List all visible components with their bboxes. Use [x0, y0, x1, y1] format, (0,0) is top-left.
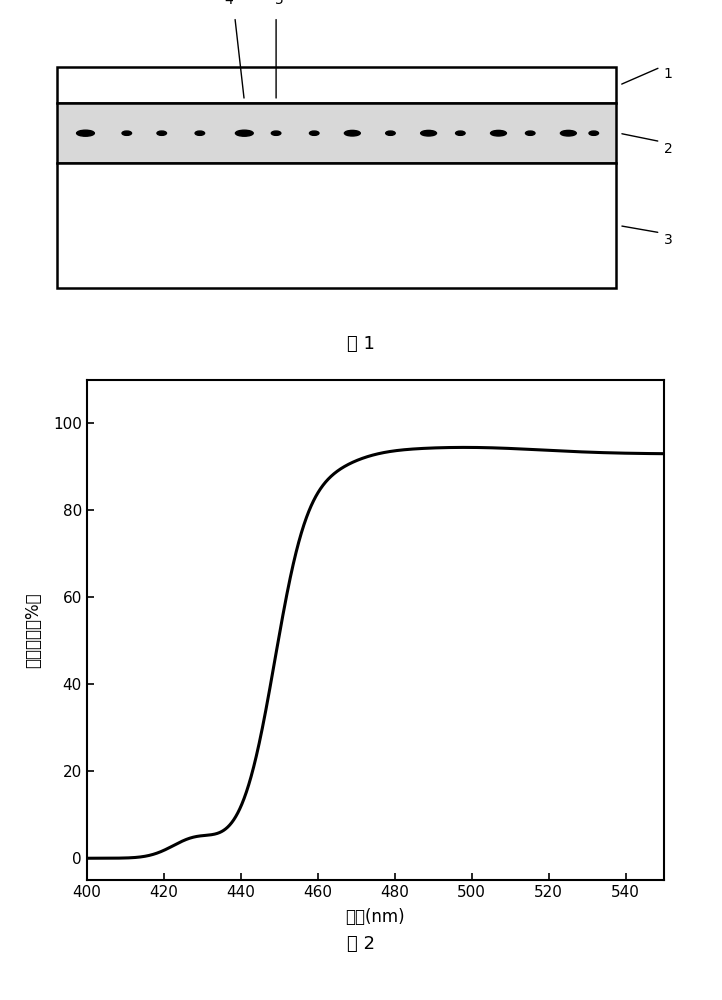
Ellipse shape	[421, 130, 437, 136]
Ellipse shape	[526, 131, 535, 135]
Text: 4: 4	[224, 0, 232, 7]
Text: 1: 1	[664, 67, 672, 81]
Ellipse shape	[456, 131, 465, 135]
Ellipse shape	[490, 130, 506, 136]
FancyBboxPatch shape	[57, 163, 616, 288]
Text: 5: 5	[275, 0, 284, 7]
Text: 图 2: 图 2	[347, 935, 375, 953]
Ellipse shape	[560, 130, 576, 136]
Ellipse shape	[589, 131, 599, 135]
Ellipse shape	[271, 131, 281, 135]
Ellipse shape	[157, 131, 167, 135]
Y-axis label: 光透过率（%）: 光透过率（%）	[24, 592, 42, 668]
FancyBboxPatch shape	[57, 67, 616, 103]
Text: 3: 3	[664, 233, 672, 247]
Ellipse shape	[195, 131, 204, 135]
Ellipse shape	[122, 131, 131, 135]
Text: 图 1: 图 1	[347, 335, 375, 353]
Ellipse shape	[344, 130, 360, 136]
Ellipse shape	[235, 130, 253, 136]
Ellipse shape	[386, 131, 395, 135]
Ellipse shape	[77, 130, 95, 136]
FancyBboxPatch shape	[57, 103, 616, 163]
Ellipse shape	[310, 131, 319, 135]
X-axis label: 波长(nm): 波长(nm)	[346, 908, 405, 926]
Text: 2: 2	[664, 142, 672, 156]
